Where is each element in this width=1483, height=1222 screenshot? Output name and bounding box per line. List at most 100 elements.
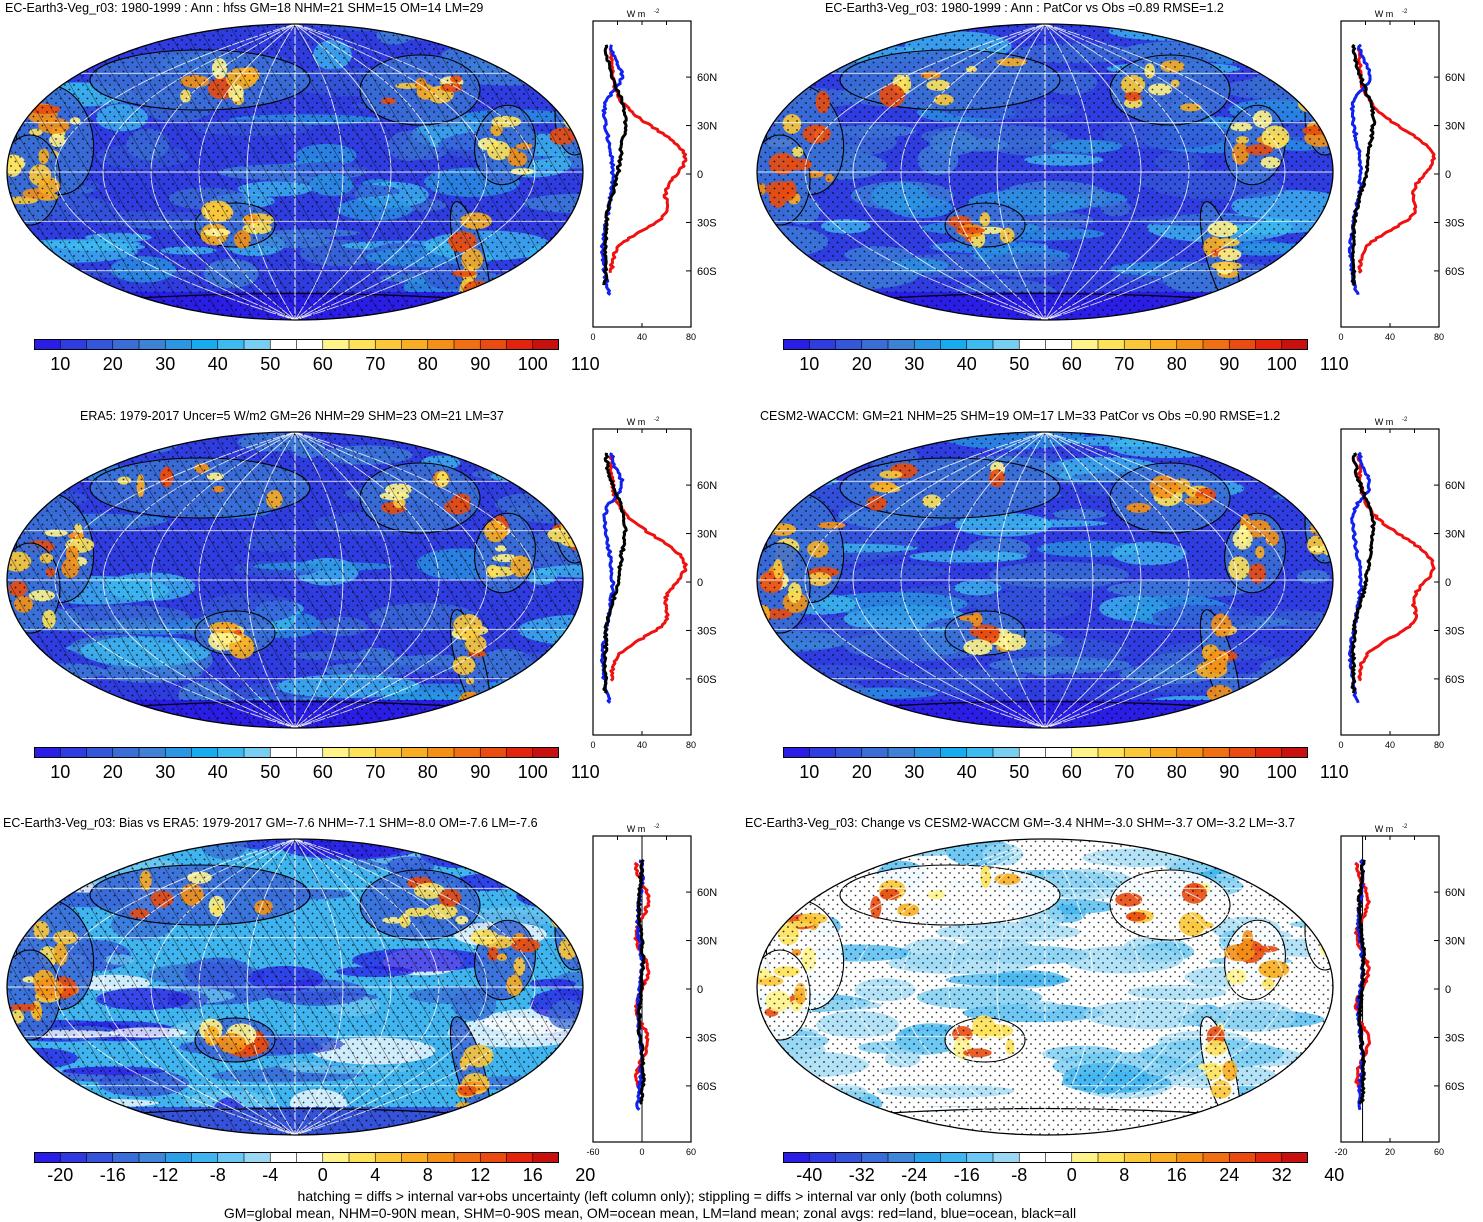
colorbar-swatch	[532, 747, 559, 758]
colorbar-swatch	[993, 339, 1020, 350]
panel-cesm2: CESM2-WACCM: GM=21 NHM=25 SHM=19 OM=17 L…	[745, 408, 1483, 808]
stippling	[757, 24, 1333, 320]
colorbar-swatch	[940, 1152, 968, 1163]
map-model-climatology	[6, 23, 584, 321]
zonal-mean-plot: W m -2 60N 30N 0 30S 60S 0 40 80	[590, 9, 717, 340]
colorbar-swatch	[1150, 747, 1178, 758]
field-patch	[818, 839, 861, 855]
x-tick-label: 0	[590, 740, 595, 748]
colorbar-label: 50	[260, 762, 281, 782]
colorbar-swatch	[296, 339, 324, 350]
colorbar-label: -40	[796, 1165, 823, 1185]
colorbar-label: -24	[901, 1165, 928, 1185]
stippling	[757, 839, 1333, 1135]
x-tick-label: 80	[686, 740, 696, 748]
colorbar-label: 10	[50, 762, 71, 782]
field-patch	[1286, 1117, 1331, 1135]
field-patch	[546, 273, 581, 297]
lat-label: 30S	[697, 1032, 717, 1044]
hatching	[7, 432, 583, 728]
zonal-mean-plot: W m -2 60N 30N 0 30S 60S 0 40 80	[1338, 9, 1465, 340]
lat-label: 60N	[1445, 72, 1465, 84]
field-patch	[29, 839, 132, 857]
colorbar-swatch	[506, 339, 534, 350]
colorbar-label: 110	[570, 762, 600, 782]
colorbar-swatch	[217, 1152, 245, 1163]
field-patch	[518, 475, 583, 491]
lat-label: 60S	[1445, 1081, 1465, 1093]
colorbar-label: 12	[470, 1165, 491, 1185]
field-patch	[7, 886, 56, 896]
colorbar-label: 0	[1066, 1165, 1077, 1185]
colorbar-label: 80	[417, 762, 438, 782]
field-patch	[1253, 302, 1333, 313]
colorbar-swatch	[1045, 1152, 1073, 1163]
field-patch	[772, 432, 887, 438]
colorbar-swatch	[244, 1152, 271, 1163]
x-tick-label: 20	[1385, 1147, 1395, 1155]
colorbar-swatch	[401, 747, 429, 758]
field-patch	[1148, 839, 1290, 846]
colorbar-label: 100	[517, 762, 548, 782]
colorbar-swatch	[1176, 1152, 1204, 1163]
field-patch	[10, 478, 66, 488]
field-patch	[517, 442, 583, 463]
panel-model-climatology: EC-Earth3-Veg_r03: 1980-1999 : Ann : hfs…	[0, 0, 740, 400]
field-patch	[791, 443, 823, 454]
lat-label: 30S	[1445, 217, 1465, 229]
colorbar-swatch	[191, 747, 219, 758]
colorbar-swatch	[1124, 747, 1151, 758]
colorbar-swatch	[349, 339, 376, 350]
colorbar-label: 40	[956, 762, 977, 782]
colorbar-swatch	[861, 747, 889, 758]
colorbar-swatch	[296, 1152, 324, 1163]
colorbar-label: 40	[207, 762, 228, 782]
panel-title: ERA5: 1979-2017 Uncer=5 W/m2 GM=26 NHM=2…	[80, 409, 504, 423]
zonal-mean-plot: W m -2 60N 30N 0 30S 60S -20 20 60	[1334, 824, 1465, 1155]
lat-label: 60N	[697, 887, 717, 899]
zonal-all-line	[636, 858, 646, 1105]
field-patch	[22, 708, 88, 719]
colorbar-label: 100	[1266, 354, 1297, 374]
lat-label: 60S	[697, 266, 717, 278]
panel-title: EC-Earth3-Veg_r03: Change vs CESM2-WACCM…	[745, 816, 1296, 830]
colorbar-swatch	[349, 1152, 376, 1163]
panel-change: EC-Earth3-Veg_r03: Change vs CESM2-WACCM…	[745, 815, 1483, 1185]
colorbar-swatch	[454, 1152, 481, 1163]
land-anomaly	[1312, 904, 1326, 924]
field-patch	[757, 682, 844, 691]
field-patch	[757, 236, 779, 261]
colorbar-label: 110	[1319, 354, 1349, 374]
colorbar-swatch	[993, 1152, 1020, 1163]
colorbar-swatch	[1124, 1152, 1151, 1163]
colorbar	[783, 747, 1308, 758]
colorbar-label: -16	[953, 1165, 980, 1185]
colorbar-swatch	[1124, 339, 1151, 350]
colorbar-label: -16	[99, 1165, 126, 1185]
colorbar-swatch	[270, 747, 297, 758]
colorbar-swatch	[1229, 747, 1256, 758]
land-anomaly	[1309, 80, 1329, 101]
zonal-unit-exponent: -2	[654, 9, 660, 15]
colorbar-label: 80	[1166, 762, 1187, 782]
zonal-land-line	[633, 861, 651, 1089]
x-tick-label: -60	[586, 1147, 599, 1155]
colorbar-swatch	[888, 339, 915, 350]
field-patch	[1246, 683, 1319, 711]
colorbar-swatch	[1045, 747, 1073, 758]
colorbar-swatch	[1071, 747, 1099, 758]
colorbar-swatch	[112, 339, 140, 350]
colorbar-swatch	[1203, 747, 1230, 758]
colorbar-swatch	[1281, 1152, 1308, 1163]
colorbar-swatch	[375, 747, 402, 758]
colorbar-swatch	[427, 747, 455, 758]
colorbar-swatch	[191, 1152, 219, 1163]
lat-label: 30N	[697, 121, 717, 133]
colorbar-swatch	[34, 339, 61, 350]
colorbar-swatch	[835, 1152, 863, 1163]
lat-label: 30N	[1445, 936, 1465, 948]
field-patch	[516, 270, 583, 281]
x-tick-label: -20	[1334, 1147, 1347, 1155]
colorbar-swatch	[1176, 747, 1204, 758]
zonal-all-line	[1350, 43, 1377, 287]
